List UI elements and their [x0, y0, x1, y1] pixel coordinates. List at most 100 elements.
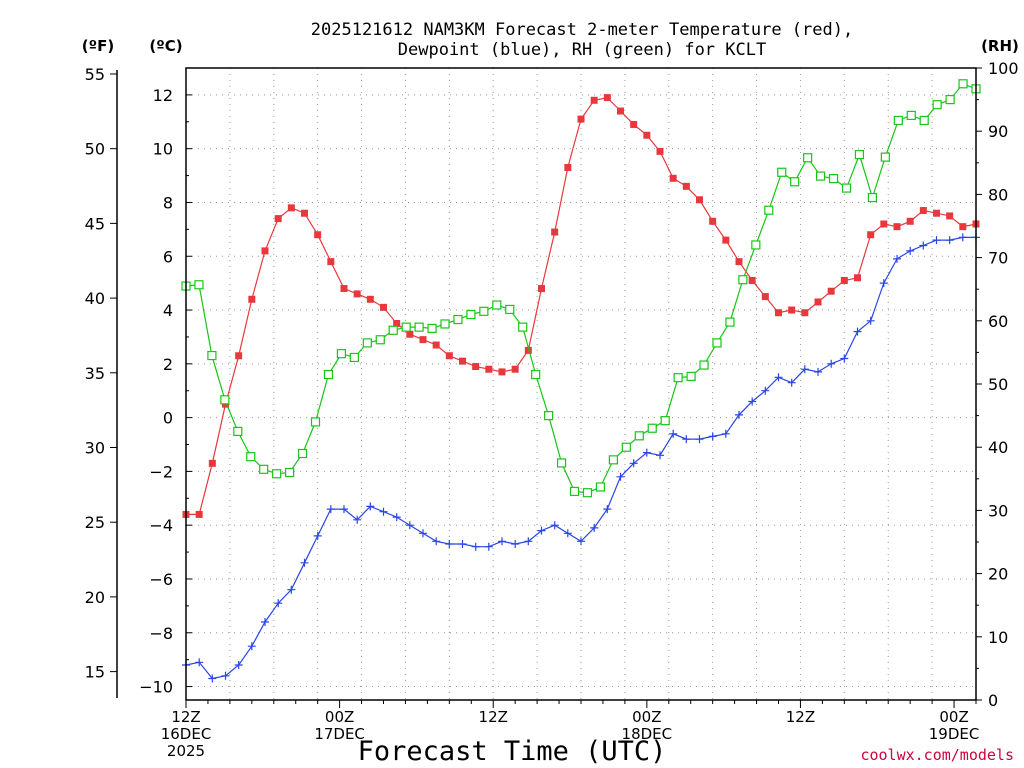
- dewpoint-point: [550, 521, 559, 530]
- temperature-point: [682, 182, 690, 190]
- dewpoint-point: [879, 279, 888, 288]
- rh-point: [945, 94, 955, 105]
- temperature-point: [538, 285, 545, 293]
- rh-point: [751, 240, 761, 250]
- rh-point: [647, 423, 657, 433]
- x-tick-label: 16DEC: [161, 725, 212, 743]
- temperature-point: [498, 368, 506, 376]
- dewpoint-point: [563, 529, 572, 538]
- x-tick-label: 2025: [167, 742, 205, 760]
- dewpoint-point: [392, 513, 401, 522]
- dewpoint-point: [840, 354, 849, 363]
- temperature-point: [748, 276, 756, 284]
- rh-point: [919, 115, 929, 126]
- dewpoint-point: [445, 540, 454, 548]
- fahrenheit-tick-label: 20: [85, 588, 105, 607]
- rh-tick-label: 70: [988, 249, 1008, 268]
- rh-point: [427, 323, 437, 333]
- dewpoint-point: [511, 540, 520, 548]
- dewpoint-point: [919, 241, 928, 250]
- rh-point: [453, 314, 463, 325]
- dewpoint-point: [853, 327, 862, 336]
- temperature-point: [801, 309, 809, 317]
- dewpoint-point: [326, 505, 335, 514]
- rh-point: [880, 152, 890, 162]
- celsius-tick-label: −10: [139, 678, 173, 697]
- celsius-tick-label: −4: [149, 516, 173, 535]
- rh-point: [673, 373, 683, 383]
- temperature-point: [617, 107, 624, 115]
- dewpoint-point: [524, 537, 533, 546]
- temperature-point: [432, 341, 440, 349]
- rh-point: [841, 183, 852, 193]
- rh-point: [815, 171, 826, 181]
- temperature-point: [406, 330, 414, 338]
- x-tick-label: 12Z: [479, 708, 508, 726]
- dewpoint-point: [721, 429, 730, 438]
- rh-point: [686, 371, 696, 382]
- rh-point: [259, 464, 269, 474]
- celsius-tick-label: 8: [163, 193, 173, 212]
- temperature-point: [353, 290, 361, 298]
- rh-point: [207, 350, 217, 361]
- temperature-point: [827, 287, 835, 295]
- credit-label: coolwx.com/models: [860, 746, 1014, 764]
- celsius-tick-label: −8: [149, 624, 173, 643]
- temperature-point: [656, 147, 664, 155]
- celsius-tick-label: 10: [153, 140, 173, 159]
- rh-tick-label: 0: [988, 691, 998, 710]
- dewpoint-point: [471, 542, 480, 551]
- rh-point: [777, 167, 787, 177]
- x-tick-label: 12Z: [786, 708, 815, 726]
- dewpoint-point: [287, 585, 296, 594]
- rh-point: [492, 300, 502, 310]
- rh-point: [828, 174, 839, 184]
- rh-point: [285, 467, 295, 478]
- rh-point: [375, 335, 385, 345]
- plot-frame: [185, 67, 977, 701]
- rh-tick-label: 20: [988, 565, 1008, 584]
- fahrenheit-tick-label: 50: [85, 140, 105, 159]
- dewpoint-point: [221, 671, 230, 680]
- rh-point: [556, 458, 567, 468]
- x-tick-label: 12Z: [171, 708, 200, 726]
- celsius-unit-label: (ºC): [149, 37, 182, 55]
- rh-point: [699, 360, 709, 370]
- fahrenheit-tick-label: 45: [85, 214, 105, 233]
- rh-point: [194, 280, 204, 290]
- temperature-point: [880, 220, 888, 228]
- gridlines: [186, 68, 976, 700]
- temperature-point: [287, 204, 295, 212]
- dewpoint-point: [537, 526, 546, 535]
- dewpoint-point: [669, 429, 678, 438]
- rh-point: [233, 426, 243, 436]
- dewpoint-point: [603, 505, 612, 514]
- dewpoint-point: [629, 459, 638, 468]
- rh-point: [569, 486, 580, 497]
- fahrenheit-tick-label: 25: [85, 513, 105, 532]
- temperature-point: [445, 352, 453, 360]
- dewpoint-point: [340, 505, 348, 514]
- rh-point: [582, 488, 593, 498]
- celsius-axis: −10 −8 −6 −4 −2 0 2 4 6 8 10 12: [139, 67, 192, 697]
- series-rh: [181, 79, 981, 498]
- temperature-point: [208, 459, 216, 467]
- dewpoint-point: [761, 386, 770, 395]
- dewpoint-point: [353, 515, 362, 524]
- rh-point: [738, 275, 748, 285]
- dewpoint-point: [577, 537, 585, 546]
- temperature-point: [854, 274, 861, 282]
- dewpoint-point: [958, 233, 967, 242]
- rh-point: [595, 482, 606, 492]
- dewpoint-point: [932, 236, 941, 245]
- dewpoint-point: [432, 537, 441, 546]
- rh-point: [531, 369, 541, 380]
- dewpoint-point: [261, 618, 269, 626]
- dewpoint-point: [708, 432, 717, 441]
- dewpoint-point: [419, 529, 427, 538]
- dewpoint-point: [274, 599, 283, 608]
- x-axis-label: Forecast Time (UTC): [358, 736, 667, 767]
- temperature-point: [340, 285, 348, 293]
- x-tick-label: 17DEC: [314, 725, 365, 743]
